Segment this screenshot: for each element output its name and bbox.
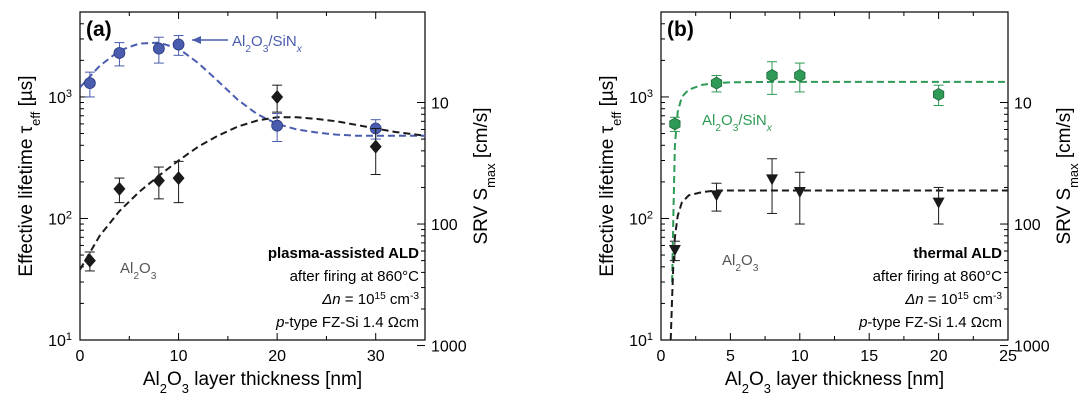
data-point [933,87,945,101]
x-axis-label: Al2O3 layer thickness [nm] [143,369,362,394]
x-tick-label: 25 [999,348,1017,365]
data-point [668,245,681,257]
y2-tick-label: 100 [1014,217,1041,234]
data-point [113,47,126,59]
x-tick-label: 0 [76,348,85,365]
x-tick-label: 20 [930,348,948,365]
x-tick-label: 20 [268,348,286,365]
x-tick-label: 5 [726,348,735,365]
data-point [710,190,723,202]
data-point [83,77,96,89]
data-point [793,187,806,199]
x-tick-label: 10 [170,348,188,365]
y2-tick-label: 100 [431,217,458,234]
y2-tick-label: 10 [1014,96,1032,113]
data-point [669,117,681,131]
data-point [271,89,284,104]
data-point [83,253,96,268]
y-tick-label: 101 [48,331,72,350]
x-tick-label: 30 [367,348,385,365]
info-wafer: p-type FZ-Si 1.4 Ωcm [275,314,419,331]
y2-axis-label: SRV Smax [cm/s] [471,107,498,244]
fit-curve [80,116,425,271]
y-tick-label: 103 [48,88,72,107]
data-point [172,38,185,51]
y2-tick-label: 1000 [431,339,467,356]
y-tick-label: 102 [629,209,653,228]
y2-axis-label: SRV Smax [cm/s] [1054,107,1081,244]
series-label-al2o3-sinx: Al2O3/SiNx [232,33,303,55]
y2-tick-label: 10 [431,96,449,113]
info-injection: Δn = 1015 cm-3 [321,291,419,309]
fit-curve [80,41,425,137]
info-firing: after firing at 860°C [873,268,1003,285]
y-axis-label: Effective lifetime τeff [µs] [16,75,43,276]
panel-b: 0 5 10 15 20 25 101 102 103 10 100 1000 (b) Al2O3 lay… [597,11,1081,394]
panel-a: 0 10 20 30 101 102 103 10 100 1000 (a) Al2O3 layer … [16,11,498,394]
info-wafer: p-type FZ-Si 1.4 Ωcm [858,314,1002,331]
series-label-al2o3: Al2O3 [120,260,157,282]
panel-label: (b) [667,18,694,41]
x-axis-label: Al2O3 layer thickness [nm] [725,369,944,394]
y-axis-label: Effective lifetime τeff [µs] [597,75,624,276]
fit-curve [669,189,1008,340]
plot-frame [79,11,426,341]
info-process: plasma-assisted ALD [268,245,419,262]
y-tick-label: 103 [629,88,653,107]
info-process: thermal ALD [913,245,1002,262]
data-point [766,174,779,186]
series-label-al2o3-sinx: Al2O3/SiNx [702,112,773,134]
info-firing: after firing at 860°C [290,268,420,285]
y2-tick-label: 1000 [1014,339,1050,356]
data-point [152,42,165,55]
x-tick-label: 10 [791,348,809,365]
panel-label: (a) [86,18,112,41]
series-label-al2o3: Al2O3 [722,252,759,274]
data-point [271,119,284,132]
data-point [172,171,185,186]
y-tick-label: 101 [629,331,653,350]
data-point [113,181,126,196]
data-point [152,173,165,188]
x-tick-label: 15 [860,348,878,365]
arrow-head [192,36,201,44]
y-tick-label: 102 [48,209,72,228]
data-point [766,69,778,82]
data-point [710,76,723,90]
data-point [369,139,382,154]
data-point [794,69,806,82]
info-injection: Δn = 1015 cm-3 [904,291,1002,309]
x-tick-label: 0 [657,348,666,365]
data-point [932,197,945,209]
